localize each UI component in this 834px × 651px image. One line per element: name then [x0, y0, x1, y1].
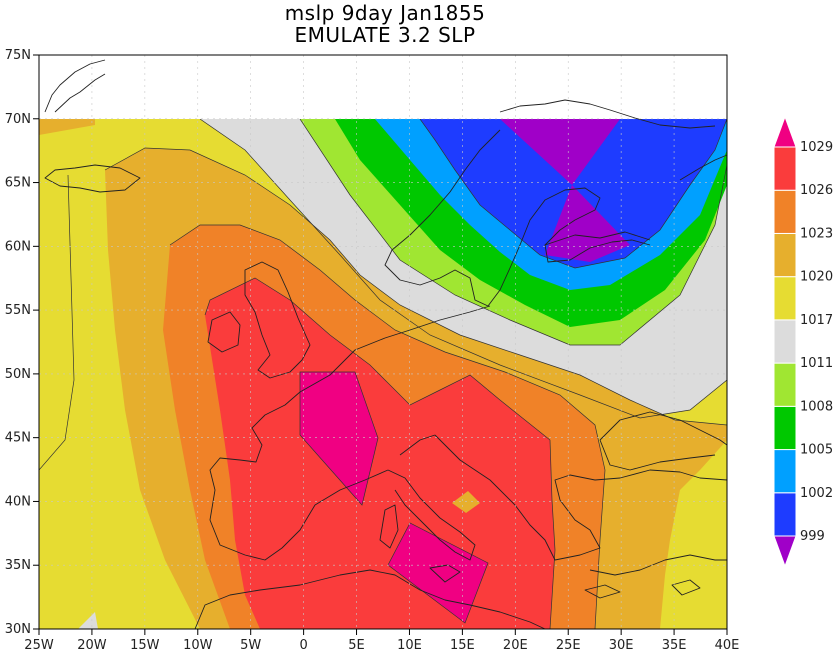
coast-britain: [244, 261, 311, 379]
coast-turkey-south: [589, 554, 727, 576]
colorbar-box: [773, 276, 797, 321]
band-1011-small: [78, 612, 98, 629]
colorbar: 999 1002 1005 1008 1011 1017 1020 1023 1026 1029: [773, 115, 833, 568]
x-tick-label: 15W: [130, 638, 160, 651]
map-frame: [38, 54, 728, 630]
x-tick-label: 25E: [556, 638, 581, 651]
colorbar-label: 1026: [800, 183, 833, 198]
coast-europe-west: [299, 305, 491, 393]
colorbar-label: 1002: [800, 486, 833, 501]
y-tick-label: 60N: [5, 239, 31, 254]
colorbar-label: 1023: [800, 226, 833, 241]
colorbar-top-arrow: [773, 115, 797, 148]
band-1026: [205, 278, 555, 629]
x-tick-label: 25W: [24, 638, 54, 651]
x-tick-label: 5W: [240, 638, 261, 651]
x-axis: 25W 20W 15W 10W 5W 0 5E 10E 15E 20E 25E 30E 35E 40E: [24, 629, 739, 651]
band-1023-island: [452, 491, 480, 513]
coast-sweden-baltic: [487, 187, 651, 307]
y-tick-label: 55N: [5, 303, 31, 318]
colorbar-label: 1011: [800, 356, 833, 371]
colorbar-label: 1020: [800, 270, 833, 285]
band-1029-a: [300, 372, 378, 505]
x-tick-label: 10E: [397, 638, 422, 651]
x-tick-label: 30E: [609, 638, 634, 651]
colorbar-box: [773, 449, 797, 494]
coast-black-sea: [599, 411, 728, 471]
x-tick-label: 15E: [450, 638, 475, 651]
colorbar-box: [773, 319, 797, 364]
y-axis: 30N 35N 40N 45N 50N 55N 60N 65N 70N 75N: [5, 48, 39, 637]
band-below-999: [500, 119, 630, 262]
coast-italy: [387, 434, 476, 561]
x-tick-label: 40E: [715, 638, 740, 651]
y-tick-label: 75N: [5, 48, 31, 63]
coast-gulf-finland: [544, 231, 651, 246]
y-tick-label: 30N: [5, 622, 31, 637]
y-tick-label: 35N: [5, 558, 31, 573]
coast-north-africa: [194, 569, 546, 630]
colorbar-label: 1005: [800, 443, 833, 458]
x-tick-label: 20E: [503, 638, 528, 651]
map-title: mslp 9day Jan1855: [284, 1, 486, 25]
grid-lines: [39, 55, 727, 629]
band-1029-b: [388, 523, 488, 623]
coast-scandinavia-north: [499, 99, 716, 129]
colorbar-label: 1008: [800, 399, 833, 414]
colorbar-label: 1029: [800, 140, 833, 155]
coast-norway: [384, 129, 501, 307]
colorbar-box: [773, 492, 797, 537]
x-tick-label: 0: [299, 638, 307, 651]
coast-france-iberia: [209, 391, 389, 561]
coast-ireland: [207, 311, 241, 353]
y-tick-label: 40N: [5, 494, 31, 509]
colorbar-bottom-arrow: [773, 535, 797, 568]
coast-crete: [584, 584, 621, 599]
colorbar-box: [773, 362, 797, 407]
map-subtitle: EMULATE 3.2 SLP: [294, 23, 476, 47]
x-tick-label: 20W: [77, 638, 107, 651]
coast-iceland: [44, 164, 141, 193]
coast-sicily: [429, 564, 461, 583]
coast-white-sea: [679, 154, 728, 181]
colorbar-label: 999: [800, 529, 825, 544]
colorbar-box: [773, 146, 797, 191]
y-tick-label: 70N: [5, 112, 31, 127]
x-tick-label: 10W: [183, 638, 213, 651]
y-tick-label: 45N: [5, 431, 31, 446]
contour-lines: [39, 119, 727, 629]
coast-sardinia-corsica: [379, 504, 399, 549]
x-tick-label: 35E: [662, 638, 687, 651]
y-tick-label: 50N: [5, 367, 31, 382]
colorbar-box: [773, 189, 797, 234]
coast-adriatic-greece: [434, 434, 728, 561]
colorbar-label: 1017: [800, 313, 833, 328]
coast-cyprus: [671, 579, 701, 596]
colorbar-box: [773, 232, 797, 278]
colorbar-box: [773, 405, 797, 451]
x-tick-label: 5E: [348, 638, 365, 651]
coast-greenland: [44, 59, 106, 113]
coastlines: [44, 59, 728, 630]
y-tick-label: 65N: [5, 176, 31, 191]
